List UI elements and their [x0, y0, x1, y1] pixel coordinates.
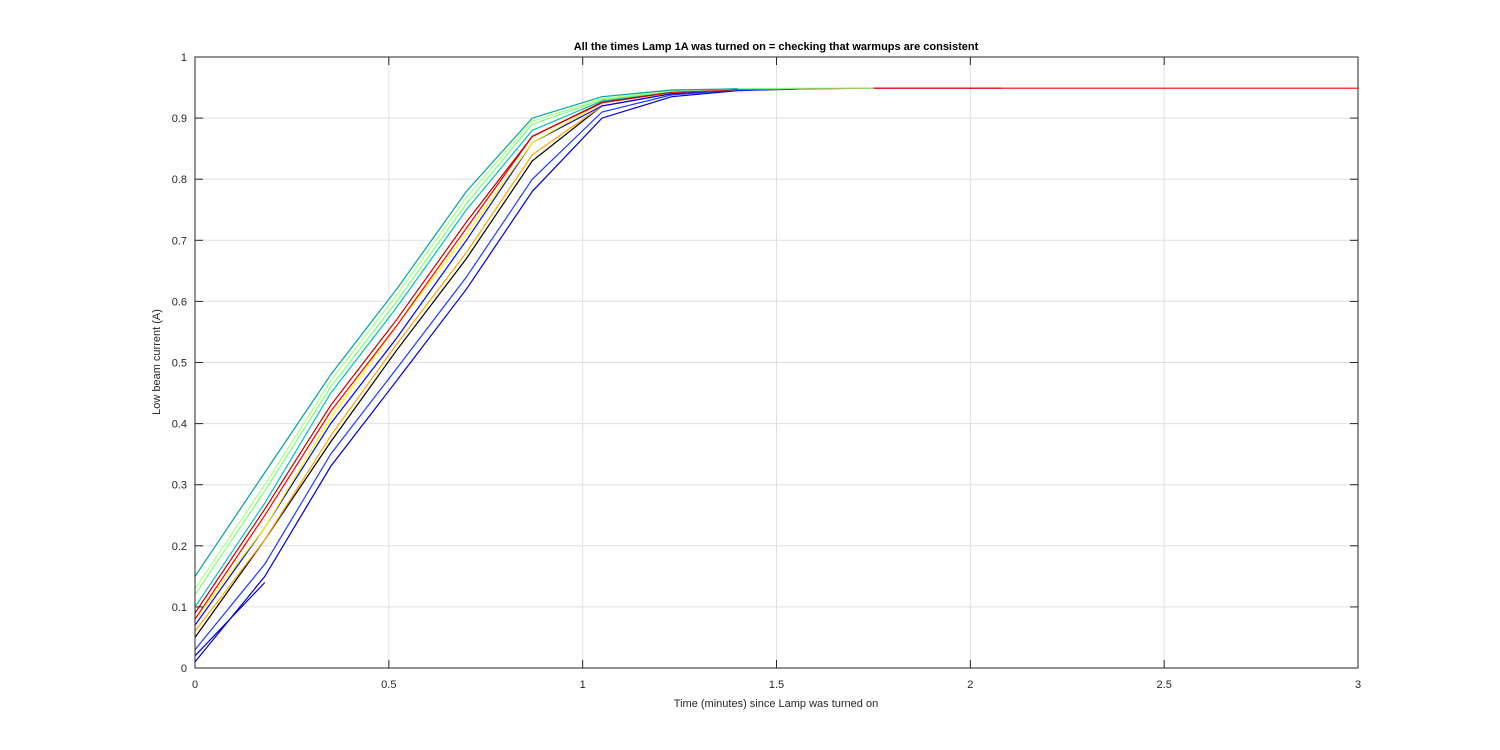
y-tick-label: 0.9: [172, 113, 187, 125]
x-tick-label: 2.5: [1157, 679, 1172, 691]
series-line: [194, 88, 808, 651]
x-tick-label: 1: [580, 679, 586, 691]
y-tick-label: 0: [181, 663, 187, 675]
x-tick-label: 2: [967, 679, 973, 691]
ticks: 0 0.5 1 1.5 2 2.5 3 0 0.1 0.2 0.3 0.4 0.5 0.6 0.7 0.8 0.…: [172, 52, 1361, 691]
x-tick-label: 1.5: [769, 679, 784, 691]
y-tick-label: 0.8: [172, 174, 187, 186]
grid: [195, 57, 1358, 668]
y-tick-label: 0.6: [172, 296, 187, 308]
series-line: [194, 91, 672, 614]
y-tick-label: 0.5: [172, 358, 187, 370]
series-line: [194, 88, 738, 577]
series-line: [194, 88, 738, 589]
y-tick-label: 0.1: [172, 602, 187, 614]
y-tick-label: 0.3: [172, 480, 187, 492]
x-tick-label: 3: [1355, 679, 1361, 691]
y-axis-label: Low beam current (A): [151, 309, 163, 415]
y-tick-label: 0.4: [172, 419, 187, 431]
x-tick-label: 0: [192, 679, 198, 691]
y-tick-label: 0.2: [172, 541, 187, 553]
x-axis-label: Time (minutes) since Lamp was turned on: [674, 698, 878, 710]
chart-title: All the times Lamp 1A was turned on = ch…: [574, 41, 979, 53]
series-group: [194, 87, 1358, 663]
y-tick-label: 1: [181, 52, 187, 64]
series-line: [194, 87, 874, 596]
y-tick-label: 0.7: [172, 235, 187, 247]
x-tick-label: 0.5: [381, 679, 396, 691]
series-line: [194, 88, 738, 626]
